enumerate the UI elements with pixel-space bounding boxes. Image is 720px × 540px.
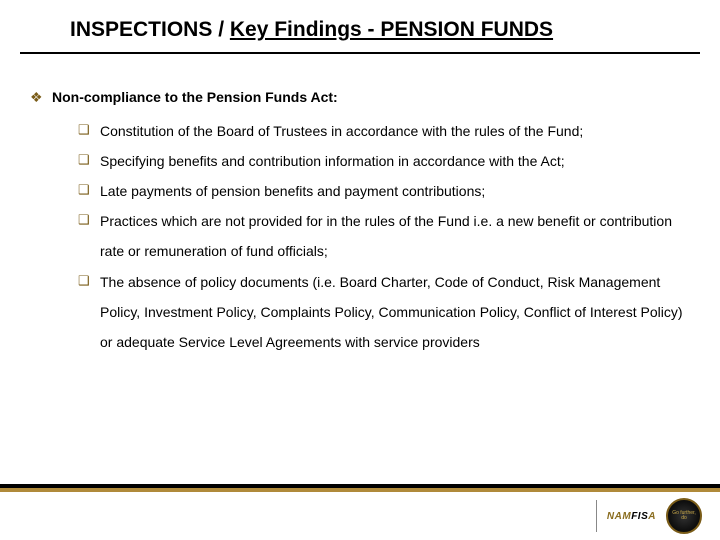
title-area: INSPECTIONS / Key Findings - PENSION FUN… (0, 0, 720, 42)
list-item: ❑ Practices which are not provided for i… (78, 206, 690, 266)
seal-text: Go further, do (672, 511, 696, 522)
list-item: ❑ Late payments of pension benefits and … (78, 176, 690, 206)
list-item-text: Late payments of pension benefits and pa… (100, 176, 690, 206)
lvl1-item: ❖ Non-compliance to the Pension Funds Ac… (30, 82, 690, 112)
list-item: ❑ Specifying benefits and contribution i… (78, 146, 690, 176)
title-plain: INSPECTIONS / (70, 18, 230, 41)
square-bullet-icon: ❑ (78, 116, 100, 144)
square-bullet-icon: ❑ (78, 146, 100, 174)
slide-title: INSPECTIONS / Key Findings - PENSION FUN… (70, 18, 720, 42)
title-underlined: Key Findings - PENSION FUNDS (230, 18, 553, 41)
list-item-text: Practices which are not provided for in … (100, 206, 690, 266)
seal-line2: do (681, 515, 687, 521)
list-item: ❑ Constitution of the Board of Trustees … (78, 116, 690, 146)
list-item: ❑ The absence of policy documents (i.e. … (78, 267, 690, 357)
square-bullet-icon: ❑ (78, 206, 100, 234)
diamond-bullet-icon: ❖ (30, 82, 52, 112)
lvl1-heading: Non-compliance to the Pension Funds Act: (52, 82, 338, 112)
logo-divider (596, 500, 597, 532)
logo-area: NAMFISA Go further, do (596, 498, 702, 534)
logo-text-a: A (648, 511, 656, 522)
namfisa-logo: NAMFISA (607, 511, 656, 522)
seal-icon: Go further, do (666, 498, 702, 534)
lvl2-list: ❑ Constitution of the Board of Trustees … (30, 116, 690, 357)
footer-gold-bar (0, 488, 720, 492)
list-item-text: Constitution of the Board of Trustees in… (100, 116, 690, 146)
list-item-text: Specifying benefits and contribution inf… (100, 146, 690, 176)
logo-text-fis: FIS (631, 511, 648, 522)
logo-text-nam: NAM (607, 511, 631, 522)
footer-bar (0, 484, 720, 492)
slide: INSPECTIONS / Key Findings - PENSION FUN… (0, 0, 720, 540)
square-bullet-icon: ❑ (78, 176, 100, 204)
list-item-text: The absence of policy documents (i.e. Bo… (100, 267, 690, 357)
square-bullet-icon: ❑ (78, 267, 100, 295)
content-area: ❖ Non-compliance to the Pension Funds Ac… (0, 54, 720, 357)
